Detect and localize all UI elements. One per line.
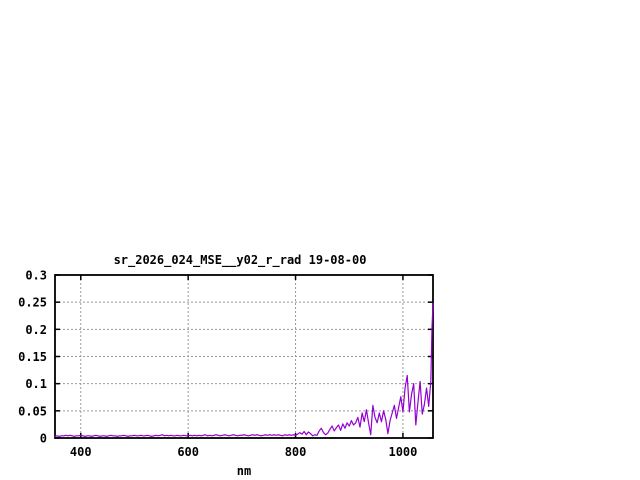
chart-title: sr_2026_024_MSE__y02_r_rad 19-08-00	[114, 253, 367, 268]
series-line	[54, 302, 434, 437]
x-tick-label-600: 600	[177, 445, 199, 459]
series-layer	[54, 302, 434, 437]
x-tick-label-1000: 1000	[388, 445, 417, 459]
y-tick-label-0.25: 0.25	[18, 296, 47, 310]
x-tick-label-800: 800	[285, 445, 307, 459]
grid-layer	[55, 275, 433, 438]
y-tick-label-0: 0	[40, 432, 47, 446]
tick-layer	[55, 274, 433, 439]
x-tick-label-400: 400	[70, 445, 92, 459]
y-tick-label-0.15: 0.15	[18, 350, 47, 364]
x-axis-label: nm	[237, 464, 251, 478]
y-tick-label-0.3: 0.3	[25, 269, 47, 283]
y-tick-label-0.2: 0.2	[25, 323, 47, 337]
y-tick-label-0.1: 0.1	[25, 377, 47, 391]
tick-label-layer: 400 600 800 1000 0 0.05 0.1 0.15 0.2 0.25 0.3	[18, 269, 417, 460]
y-tick-label-0.05: 0.05	[18, 404, 47, 418]
